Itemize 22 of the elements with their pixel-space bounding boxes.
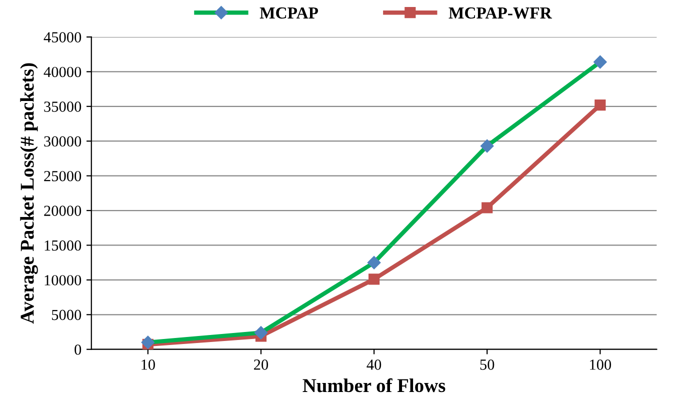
x-tick-label: 10: [142, 360, 155, 370]
point: [594, 99, 606, 111]
y-axis-title: Average Packet Loss(# packets): [20, 63, 38, 324]
y-tick-label: 30000: [44, 136, 82, 147]
y-tick-label: 45000: [44, 32, 82, 42]
point: [482, 202, 493, 214]
y-tick-label: 10000: [44, 275, 82, 286]
x-tick-label: 20: [254, 360, 268, 370]
legend-label: MCPAP: [260, 7, 318, 19]
x-tick-label: 100: [590, 360, 612, 370]
y-tick-label: 5000: [52, 310, 82, 320]
y-tick-label: 40000: [44, 66, 82, 78]
legend-label: MCPAP-WFR: [448, 7, 552, 19]
x-tick-label: 50: [480, 360, 494, 370]
y-tick-label: 15000: [44, 240, 82, 251]
y-tick-label: 0: [74, 344, 82, 355]
point: [368, 274, 380, 285]
y-tick-label: 25000: [44, 170, 82, 182]
y-tick-label: 20000: [44, 206, 82, 216]
x-tick-label: 40: [366, 360, 382, 370]
x-axis-title: Number of Flows: [302, 378, 446, 392]
y-tick-label: 35000: [44, 102, 82, 112]
